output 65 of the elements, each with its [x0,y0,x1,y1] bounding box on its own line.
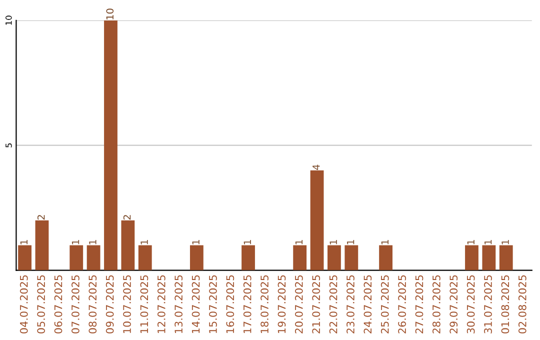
data-label: 10 [106,8,114,20]
y-tick-label: 5 [6,143,12,148]
bar [310,170,324,270]
bar [70,245,84,270]
x-tick-label: 14.07.2025 [192,275,200,333]
x-tick-label: 05.07.2025 [37,275,46,334]
bar [35,220,49,270]
x-tick-label: 09.07.2025 [106,275,114,334]
x-tick-label: 20.07.2025 [294,275,303,334]
x-tick-label: 06.07.2025 [54,275,62,334]
bar [465,245,478,270]
x-tick-label: 24.07.2025 [364,275,372,334]
data-label: 2 [37,215,45,220]
x-tick-label: 28.07.2025 [432,275,440,334]
x-tick-label: 04.07.2025 [20,275,28,334]
bar [190,245,204,270]
x-tick-label: 10.07.2025 [123,275,131,333]
x-tick-label: 25.07.2025 [380,275,389,334]
bar [86,245,100,270]
x-tick-label: 18.07.2025 [260,275,268,333]
bar [328,245,341,270]
x-tick-label: 19.07.2025 [278,275,286,333]
bar [293,245,307,270]
x-tick-label: 13.07.2025 [174,275,183,333]
data-label: 1 [502,240,509,244]
data-label: 1 [244,240,251,244]
bar [242,245,255,270]
bar [379,245,392,270]
bar [344,245,358,270]
x-tick-label: 01.08.2025 [501,275,510,334]
x-tick-label: 07.07.2025 [72,275,80,334]
data-label: 1 [295,240,303,244]
x-tick-label: 22.07.2025 [329,275,338,334]
data-label: 1 [347,240,354,244]
x-tick-label: 23.07.2025 [346,275,354,334]
data-label: 1 [72,240,80,244]
x-tick-label: 17.07.2025 [243,275,252,333]
data-label: 1 [20,240,28,244]
data-label: 4 [312,164,320,170]
data-label: 1 [192,240,200,244]
bar [18,245,32,270]
x-tick-label: 21.07.2025 [312,275,320,334]
x-tick-label: 27.07.2025 [415,275,424,334]
data-label: 1 [467,240,474,244]
x-tick-label: 16.07.2025 [226,275,234,333]
bar [482,245,496,270]
bar [104,20,118,270]
data-label: 1 [330,240,337,244]
x-tick-label: 29.07.2025 [450,275,458,334]
x-tick-label: 02.08.2025 [518,275,526,334]
x-tick-label: 31.07.2025 [484,275,492,334]
data-label: 1 [484,240,492,244]
x-tick-label: 26.07.2025 [398,275,406,334]
bar [499,245,513,270]
data-label: 2 [123,215,131,220]
x-tick-label: 30.07.2025 [466,275,475,334]
x-tick-label: 11.07.2025 [140,275,148,333]
data-label: 1 [381,240,388,244]
x-tick-label: 15.07.2025 [209,275,217,333]
x-tick-label: 12.07.2025 [157,275,166,333]
bar [138,245,152,270]
data-label: 1 [89,240,96,244]
bar [121,220,135,270]
x-tick-label: 08.07.2025 [88,275,97,334]
data-label: 1 [140,240,148,244]
